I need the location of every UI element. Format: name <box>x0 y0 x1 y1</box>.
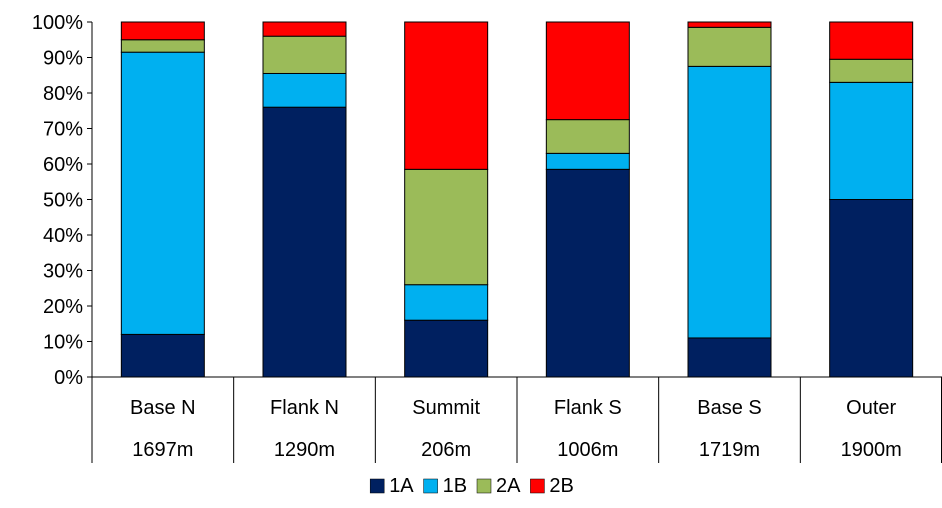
x-category-sublabel: 1290m <box>274 439 335 461</box>
y-tick-label: 70% <box>43 119 83 141</box>
legend-label-2b: 2B <box>549 475 573 497</box>
bar-segment-1b-6 <box>829 81 914 200</box>
x-category-label: Flank N <box>270 397 339 419</box>
legend-swatch-1a <box>369 478 385 494</box>
bar-segment-2a-2 <box>262 35 347 74</box>
bar-segment-2b-6 <box>829 21 914 60</box>
bar-segment-1a-5 <box>687 337 772 378</box>
bar-segment-1b-3 <box>404 284 489 321</box>
bar-segment-1a-2 <box>262 106 347 378</box>
bar-segment-1b-1 <box>120 51 205 335</box>
bar-segment-2b-2 <box>262 21 347 37</box>
y-tick-label: 50% <box>43 190 83 212</box>
bar-segment-1b-5 <box>687 65 772 339</box>
y-tick-label: 80% <box>43 83 83 105</box>
legend-label-2a: 2A <box>496 475 521 497</box>
bar-segment-2a-5 <box>687 26 772 67</box>
x-category-label: Base S <box>697 397 761 419</box>
bar-segment-1a-4 <box>545 168 630 378</box>
bar-segment-2b-5 <box>687 21 772 28</box>
bar-segment-2a-4 <box>545 119 630 154</box>
bar-segment-1a-3 <box>404 319 489 378</box>
y-tick-label: 100% <box>32 12 83 34</box>
legend-label-1a: 1A <box>389 475 414 497</box>
x-category-sublabel: 1900m <box>841 439 902 461</box>
x-category-sublabel: 1719m <box>699 439 760 461</box>
y-tick-label: 60% <box>43 154 83 176</box>
y-tick-label: 30% <box>43 261 83 283</box>
y-tick-label: 40% <box>43 225 83 247</box>
bar-segment-2a-6 <box>829 58 914 83</box>
legend-label-1b: 1B <box>443 475 467 497</box>
bar-segment-2b-1 <box>120 21 205 41</box>
bar-segment-2b-3 <box>404 21 489 170</box>
legend-swatch-1b <box>423 478 438 494</box>
x-category-sublabel: 1697m <box>132 439 193 461</box>
x-category-sublabel: 206m <box>421 439 471 461</box>
bar-segment-1b-4 <box>545 152 630 170</box>
x-category-label: Summit <box>412 397 480 419</box>
x-category-sublabel: 1006m <box>557 439 618 461</box>
x-category-label: Base N <box>130 397 196 419</box>
y-tick-label: 0% <box>54 367 83 389</box>
bar-segment-2a-3 <box>404 168 489 286</box>
legend-swatch-2a <box>476 478 492 494</box>
bar-segment-1a-6 <box>829 199 914 378</box>
bar-segment-1b-2 <box>262 72 347 108</box>
bar-segment-2b-4 <box>545 21 630 121</box>
x-category-label: Flank S <box>554 397 622 419</box>
y-tick-label: 10% <box>43 332 83 354</box>
y-tick-label: 20% <box>43 296 83 318</box>
bar-segment-1a-1 <box>120 333 205 378</box>
x-category-label: Outer <box>846 397 896 419</box>
bar-segment-2a-1 <box>120 39 205 53</box>
y-tick-label: 90% <box>43 48 83 70</box>
legend-swatch-2b <box>530 478 545 494</box>
